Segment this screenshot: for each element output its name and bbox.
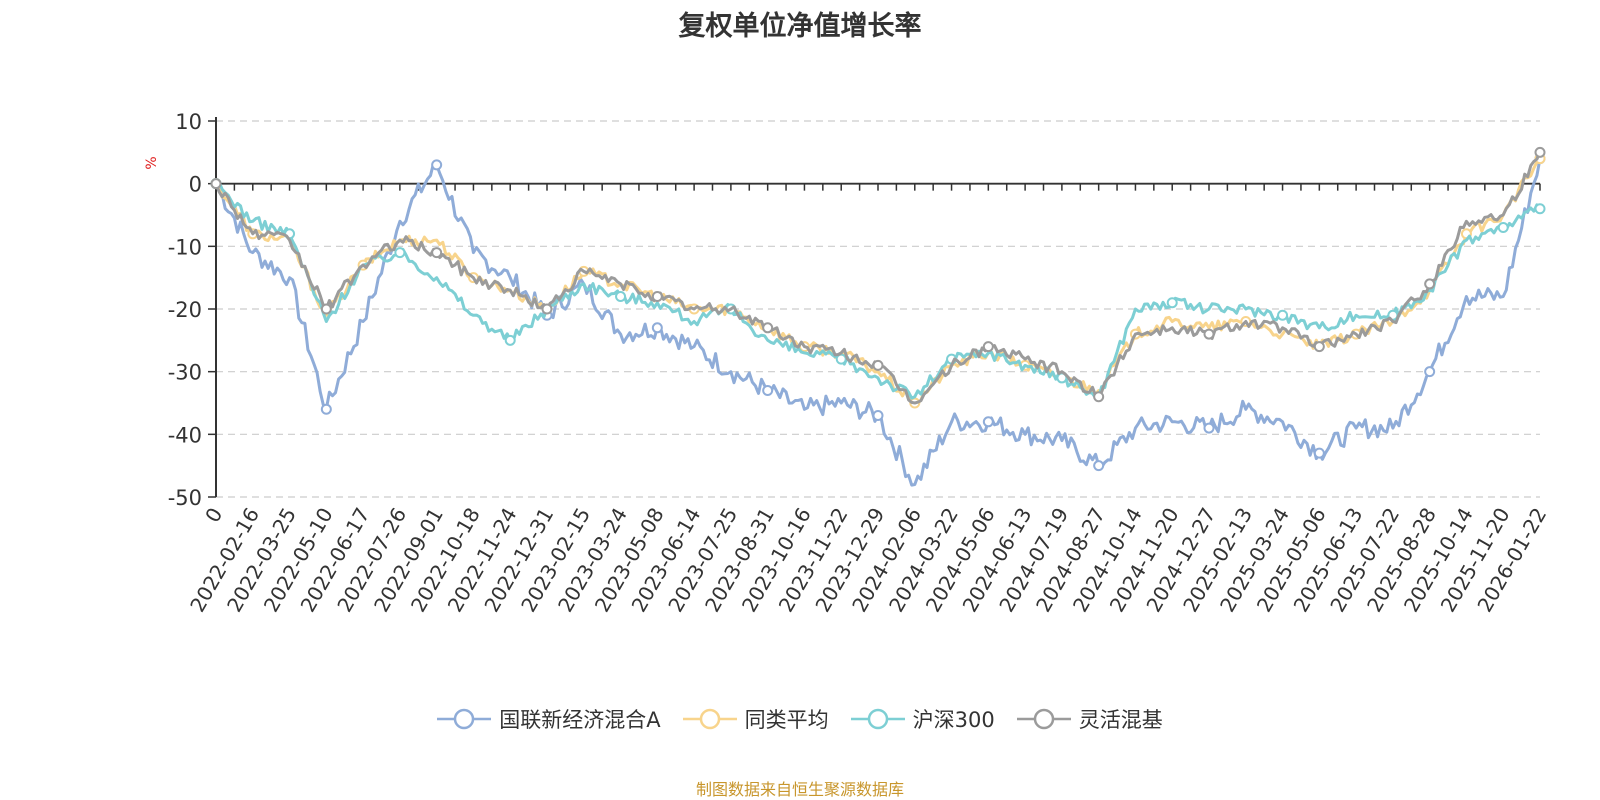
data-point [1277, 309, 1289, 321]
data-point [762, 384, 774, 396]
legend-label: 沪深300 [912, 708, 995, 732]
data-point [1093, 460, 1105, 472]
data-point [210, 178, 222, 190]
data-point [1534, 203, 1546, 215]
series-line [215, 180, 1542, 400]
legend-label: 国联新经济混合A [499, 708, 661, 732]
data-point [431, 247, 443, 259]
legend-item[interactable]: 灵活混基 [1016, 704, 1163, 734]
legend-item[interactable]: 国联新经济混合A [437, 704, 661, 734]
data-point [1424, 366, 1436, 378]
data-point [651, 290, 663, 302]
y-tick-label: 0 [189, 173, 202, 197]
legend-item[interactable]: 同类平均 [682, 704, 829, 734]
data-point [1093, 391, 1105, 403]
legend-swatch-icon [850, 708, 905, 730]
legend-swatch-icon [1016, 708, 1071, 730]
y-tick-label: 10 [175, 110, 202, 134]
x-tick-label: 0 [200, 504, 227, 527]
data-point [872, 410, 884, 422]
data-point [982, 341, 994, 353]
y-tick-label: -50 [168, 486, 202, 510]
data-point [1313, 341, 1325, 353]
data-point [1534, 146, 1546, 158]
data-point [762, 322, 774, 334]
y-tick-label: -10 [168, 235, 202, 259]
y-tick-label: -40 [168, 423, 202, 447]
legend: 国联新经济混合A 同类平均 沪深300 灵活混基 [0, 704, 1600, 734]
source-note: 制图数据来自恒生聚源数据库 [695, 780, 904, 799]
data-point [320, 403, 332, 415]
legend-swatch-icon [682, 708, 737, 730]
data-point [615, 290, 627, 302]
data-point [1497, 222, 1509, 234]
y-tick-label: -20 [168, 298, 202, 322]
data-point [982, 416, 994, 428]
data-point [504, 334, 516, 346]
y-axis-unit-label: % [144, 156, 160, 169]
data-point [1424, 278, 1436, 290]
legend-label: 灵活混基 [1078, 708, 1163, 732]
legend-label: 同类平均 [744, 708, 829, 732]
data-point [541, 303, 553, 315]
chart-title: 复权单位净值增长率 [678, 11, 922, 42]
legend-item[interactable]: 沪深300 [850, 704, 995, 734]
data-point [394, 247, 406, 259]
data-point [872, 359, 884, 371]
series-layer [210, 146, 1546, 487]
legend-swatch-icon [437, 708, 492, 730]
data-point [1203, 422, 1215, 434]
data-point [1203, 328, 1215, 340]
data-point [1166, 297, 1178, 309]
data-point [651, 322, 663, 334]
data-point [1313, 447, 1325, 459]
data-point [320, 303, 332, 315]
y-tick-label: -30 [168, 361, 202, 385]
grid-layer [216, 120, 1540, 498]
data-point [431, 159, 443, 171]
data-point [835, 353, 847, 365]
